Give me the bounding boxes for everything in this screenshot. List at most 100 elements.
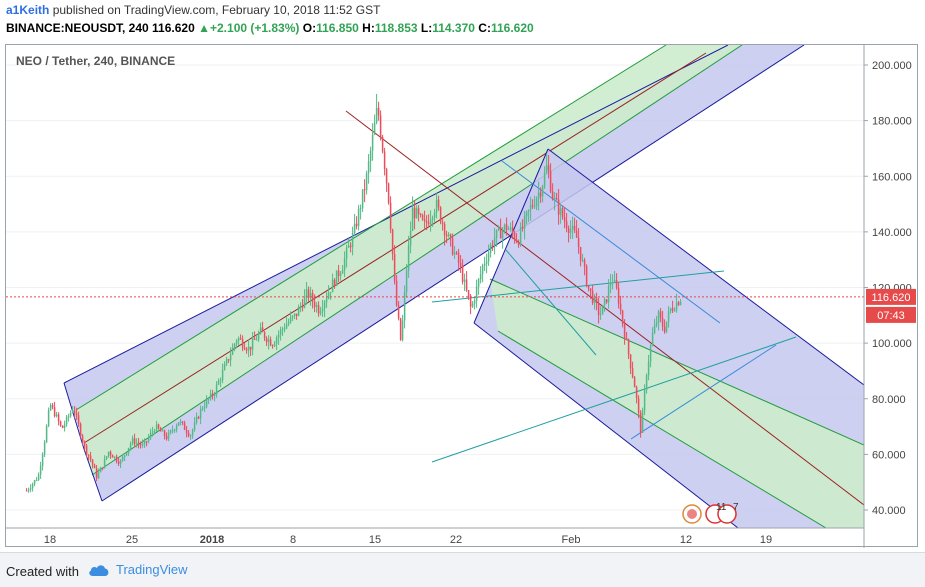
- candle: [159, 428, 162, 432]
- descending-inner-zone: [490, 279, 864, 528]
- candle: [165, 436, 168, 440]
- candle: [61, 425, 64, 428]
- candle: [559, 208, 562, 215]
- chart-frame[interactable]: NEO / Tether, 240, BINANCE 200.000 180.00…: [5, 44, 919, 548]
- y-tick-label: 200.000: [872, 60, 912, 72]
- candle: [101, 467, 104, 469]
- trend-line: [630, 344, 777, 440]
- candle: [465, 279, 468, 291]
- candle: [529, 205, 532, 211]
- price-chart[interactable]: NEO / Tether, 240, BINANCE 200.000 180.00…: [6, 45, 919, 548]
- candle: [605, 299, 608, 303]
- candle: [91, 459, 94, 465]
- low-value: 114.370: [432, 21, 475, 35]
- y-tick-label: 140.000: [872, 227, 912, 239]
- candle: [63, 424, 66, 428]
- candle: [391, 229, 394, 255]
- candle: [627, 339, 630, 355]
- trend-line: [505, 249, 597, 356]
- candle: [83, 441, 86, 446]
- candle: [125, 453, 128, 456]
- candle: [223, 364, 226, 371]
- candle: [245, 349, 248, 351]
- candle: [35, 480, 38, 482]
- channel-boundary: [63, 45, 729, 384]
- candle: [639, 412, 642, 433]
- candle: [593, 297, 596, 304]
- candle: [551, 191, 554, 200]
- candle: [49, 405, 52, 411]
- candle: [477, 279, 480, 287]
- candle: [187, 432, 190, 436]
- candle: [37, 474, 40, 481]
- event-badges[interactable]: 11 7: [682, 502, 739, 524]
- candle: [603, 299, 606, 306]
- candle: [347, 245, 350, 248]
- candle: [483, 263, 486, 266]
- candle: [455, 252, 458, 254]
- candle: [345, 247, 348, 259]
- candle: [139, 443, 142, 446]
- candle: [349, 245, 352, 248]
- candle: [145, 441, 148, 443]
- candle: [361, 189, 364, 209]
- candle: [221, 370, 224, 381]
- candle: [675, 302, 678, 311]
- channel-warning-line: [497, 330, 827, 528]
- candle: [185, 429, 188, 433]
- candle: [499, 227, 502, 239]
- candle: [219, 380, 222, 382]
- candle: [457, 253, 460, 263]
- close-label: C:: [478, 21, 491, 35]
- candle: [235, 340, 238, 345]
- bar-countdown: 07:43: [877, 310, 905, 322]
- x-tick-label: 2018: [200, 534, 224, 546]
- candle: [295, 313, 298, 316]
- candle: [131, 438, 134, 444]
- candle: [409, 231, 412, 246]
- candle: [179, 421, 182, 423]
- candle: [199, 409, 202, 419]
- candle: [525, 211, 528, 217]
- candle: [439, 207, 442, 223]
- candle: [201, 408, 204, 410]
- candle: [679, 301, 682, 305]
- tradingview-brand[interactable]: TradingView: [88, 562, 188, 577]
- channel-warning-line: [489, 278, 864, 446]
- candle: [543, 172, 546, 187]
- candle: [359, 208, 362, 210]
- candle: [109, 451, 112, 456]
- candle: [47, 410, 50, 426]
- candle: [649, 345, 652, 362]
- candle: [591, 290, 594, 304]
- candle: [315, 305, 318, 308]
- candle: [135, 442, 138, 445]
- change-value: +2.100 (+1.83%): [210, 21, 300, 35]
- candle: [663, 326, 666, 332]
- candle: [447, 234, 450, 236]
- us-flag-icon[interactable]: [717, 504, 737, 524]
- candle: [537, 192, 540, 199]
- candle: [45, 425, 48, 443]
- candle: [491, 245, 494, 247]
- candle: [27, 489, 30, 491]
- candle: [645, 375, 648, 391]
- candle: [607, 286, 610, 303]
- candle: [111, 455, 114, 458]
- candle: [87, 454, 90, 456]
- candle: [203, 406, 206, 409]
- candle: [303, 296, 306, 308]
- candle: [241, 339, 244, 348]
- candle: [99, 467, 102, 473]
- candle: [33, 480, 36, 484]
- candle: [269, 339, 272, 346]
- candle: [247, 346, 250, 351]
- candle: [555, 197, 558, 200]
- candle: [575, 230, 578, 238]
- candle: [623, 323, 626, 339]
- candle: [561, 208, 564, 218]
- candle: [617, 287, 620, 304]
- author-name[interactable]: a1Keith: [6, 3, 50, 17]
- candle: [59, 421, 62, 426]
- candle: [425, 221, 428, 223]
